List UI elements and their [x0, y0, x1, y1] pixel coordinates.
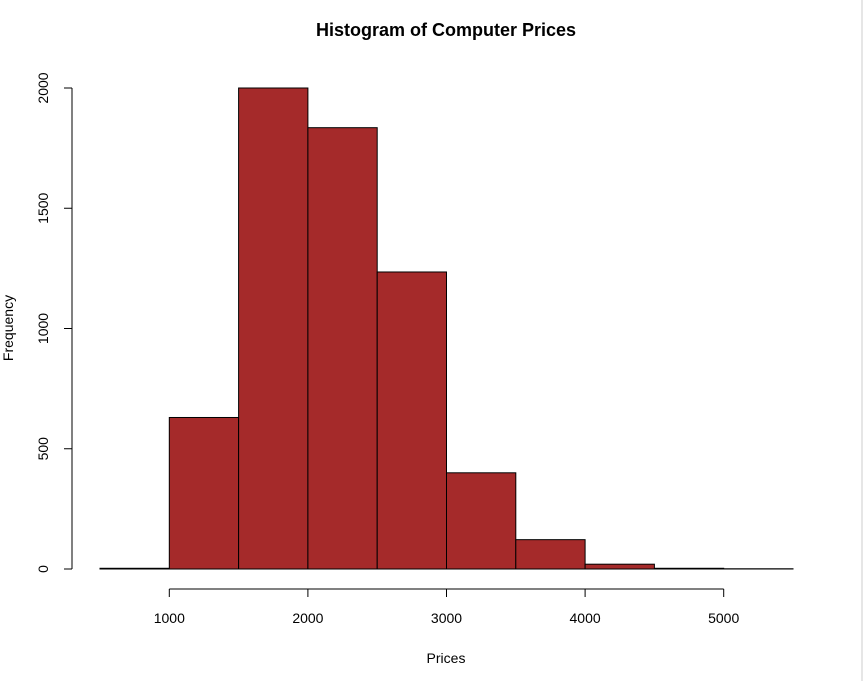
histogram-bar: [100, 568, 169, 569]
histogram-bar: [169, 417, 238, 569]
y-tick-label: 0: [35, 565, 51, 573]
y-tick-label: 500: [35, 437, 51, 461]
histogram-bar: [585, 564, 654, 569]
x-axis: 1000 2000 3000 4000 5000: [154, 589, 740, 626]
x-tick-label: 5000: [708, 610, 739, 626]
histogram-bar: [654, 568, 723, 569]
y-axis: 0 500 1000 1500 2000: [35, 72, 72, 573]
x-axis-label: Prices: [427, 650, 466, 666]
x-tick-label: 3000: [431, 610, 462, 626]
histogram-bar: [377, 272, 446, 569]
y-tick-label: 1000: [35, 313, 51, 344]
y-tick-label: 1500: [35, 192, 51, 223]
y-tick-label: 2000: [35, 72, 51, 103]
y-axis-label: Frequency: [0, 295, 16, 361]
x-tick-label: 4000: [570, 610, 601, 626]
histogram-bar: [239, 88, 308, 569]
x-tick-label: 2000: [292, 610, 323, 626]
histogram-bar: [447, 473, 516, 569]
bars-group: [100, 88, 793, 569]
histogram-bar: [308, 128, 377, 569]
chart-title: Histogram of Computer Prices: [316, 20, 576, 40]
histogram-bar: [516, 540, 585, 569]
x-tick-label: 1000: [154, 610, 185, 626]
